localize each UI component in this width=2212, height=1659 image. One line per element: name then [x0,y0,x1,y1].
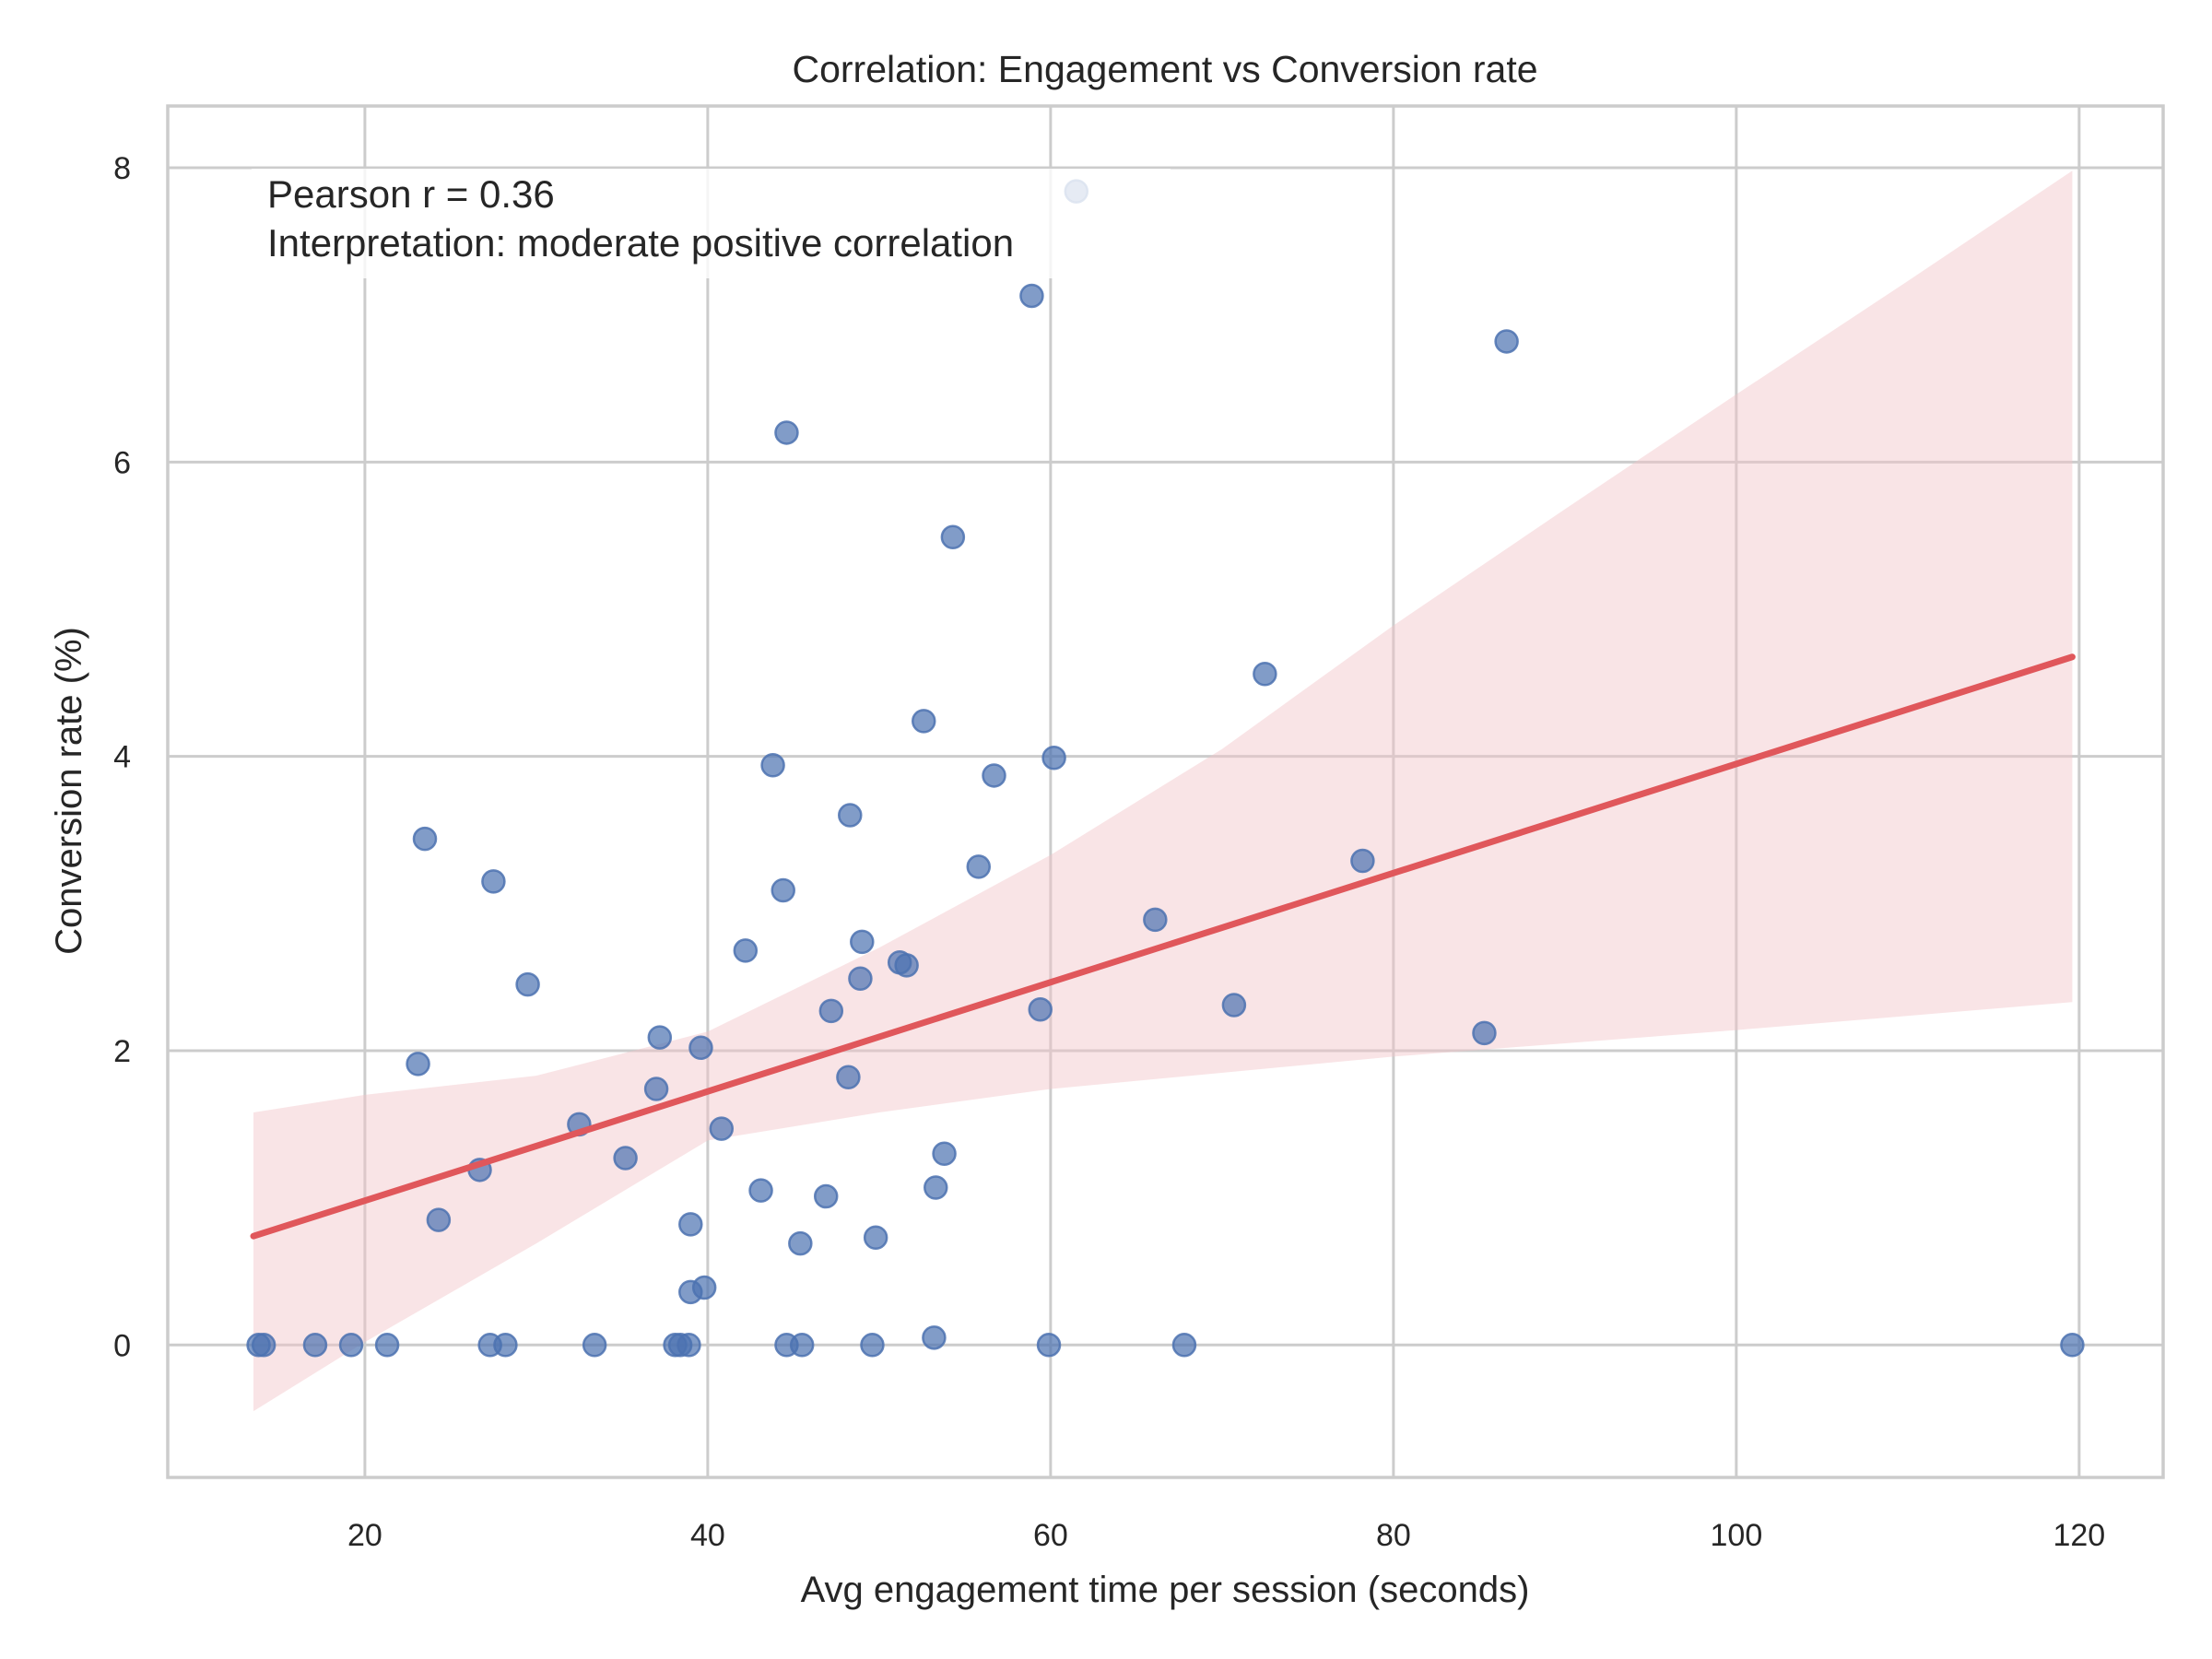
data-point [982,763,1006,788]
axes-frame [166,104,2165,1479]
regression-line [250,653,2076,1240]
data-point [677,1333,701,1358]
x-tick-label: 80 [1376,1518,1411,1553]
data-point [2060,1333,2085,1358]
chart-title: Correlation: Engagement vs Conversion ra… [792,48,1537,90]
data-point [647,1025,673,1050]
annotation-background [252,169,1171,278]
y-tick-labels: 0 2 4 6 8 [113,151,131,1363]
data-point [771,877,795,903]
data-point [922,1325,947,1350]
annotation-pearson: Pearson r = 0.36 [267,172,555,216]
data-point [924,1175,948,1200]
data-point [850,929,875,955]
scatter-points [246,179,2085,1358]
data-point [1036,1333,1062,1358]
x-tick-labels: 20 40 60 80 100 120 [347,1518,2105,1553]
confidence-band-group [253,171,2073,1412]
data-point [860,1333,885,1358]
data-point [1019,283,1044,309]
data-point [760,753,785,778]
y-tick-label: 6 [113,445,131,480]
data-point [911,709,936,734]
x-tick-label: 40 [690,1518,725,1553]
data-point [691,1275,717,1300]
y-tick-label: 8 [113,151,131,186]
data-point [302,1333,328,1358]
data-point [966,854,992,879]
data-point [613,1146,638,1171]
data-point [1253,662,1277,687]
data-point [515,971,540,997]
y-tick-label: 4 [113,740,131,775]
x-tick-label: 60 [1033,1518,1068,1553]
x-tick-label: 120 [2053,1518,2105,1553]
data-point [1028,997,1053,1022]
x-tick-label: 100 [1711,1518,1763,1553]
data-point [863,1225,888,1251]
data-point [836,1065,861,1089]
data-point [374,1333,400,1358]
data-point [1494,329,1519,354]
data-point [678,1212,703,1237]
data-point [406,1052,430,1077]
data-point [1472,1020,1497,1046]
confidence-band [253,171,2073,1412]
y-axis-label: Conversion rate (%) [49,627,89,955]
data-point [818,998,844,1024]
data-point [1143,907,1168,933]
data-point [1041,746,1066,771]
x-axis-label: Avg engagement time per session (seconds… [801,1570,1530,1610]
y-tick-label: 2 [113,1034,131,1069]
data-point [788,1230,813,1256]
data-point [251,1333,276,1358]
x-tick-label: 20 [347,1518,382,1553]
data-point [688,1035,713,1061]
data-point [481,869,506,894]
data-point [643,1077,669,1101]
data-point [838,803,863,828]
data-point [338,1333,364,1358]
regression-line-group [250,653,2076,1240]
data-point [412,826,438,852]
y-tick-label: 0 [113,1328,131,1363]
grid [168,106,2163,1477]
annotation-interpretation: Interpretation: moderate positive correl… [267,221,1014,265]
data-point [709,1116,735,1141]
data-point [493,1333,518,1358]
data-point [426,1207,452,1232]
data-point [789,1333,815,1358]
data-point [1221,993,1247,1018]
data-point [582,1333,607,1358]
annotation-box: Pearson r = 0.36 Interpretation: moderat… [252,169,1171,278]
data-point [848,966,873,992]
data-point [733,938,759,963]
data-point [748,1178,773,1203]
data-point [932,1141,957,1167]
data-point [940,524,966,550]
data-point [813,1183,839,1209]
data-point [887,949,912,975]
data-point [1350,848,1375,874]
data-point [774,420,799,445]
data-point [1171,1333,1197,1358]
